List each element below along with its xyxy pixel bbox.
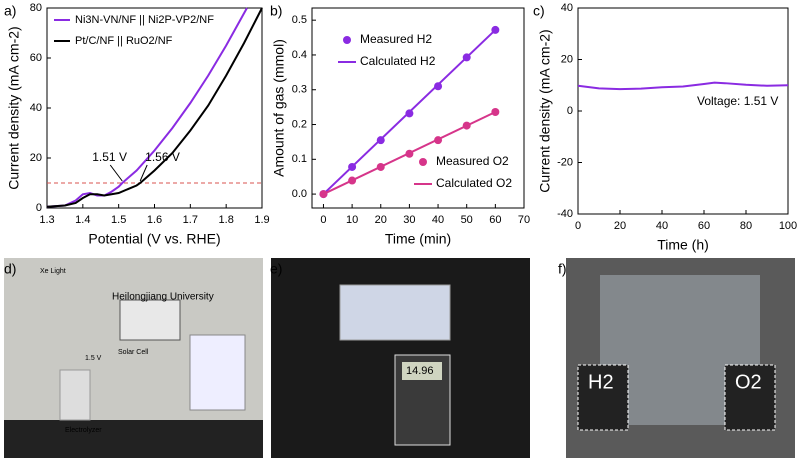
panel-label: f) <box>558 261 567 277</box>
y-tick-label: -20 <box>557 156 573 168</box>
y-tick-label: 20 <box>30 152 42 164</box>
y-tick-label: 0.2 <box>292 118 307 130</box>
panel-label: d) <box>4 261 16 277</box>
plot-frame <box>311 7 525 209</box>
x-axis-label: Potential (V vs. RHE) <box>88 231 220 247</box>
annotation: Voltage: 1.51 V <box>697 94 778 108</box>
y-tick-label: 0.4 <box>292 49 307 61</box>
legend-label: Measured H2 <box>360 32 432 46</box>
inset-h2 <box>577 364 629 431</box>
x-tick-label: 60 <box>489 214 501 226</box>
photo-label: Electrolyzer <box>65 427 102 434</box>
photo-label: Solar Cell <box>118 349 149 356</box>
photo-label: Xe Light <box>40 268 66 275</box>
annotation: 1.51 V <box>92 150 127 164</box>
y-tick-label: 20 <box>561 53 573 65</box>
electrolyzer <box>59 369 91 421</box>
y-tick-label: 60 <box>30 52 42 64</box>
y-tick-label: -40 <box>557 208 573 220</box>
y-tick-label: 0.3 <box>292 84 307 96</box>
y-axis-label: Current density (mA cm-2) <box>6 26 22 189</box>
series-line <box>46 7 248 208</box>
legend-label: Calculated H2 <box>360 54 436 68</box>
data-point <box>434 82 443 91</box>
panel-label: b) <box>270 3 282 19</box>
photo-label: Heilongjiang University <box>112 292 214 303</box>
x-axis-label: Time (min) <box>385 231 451 247</box>
power-supply <box>189 334 246 411</box>
y-axis-label: Amount of gas (mmol) <box>271 39 287 177</box>
display <box>402 362 442 380</box>
series-line <box>323 111 496 195</box>
bench <box>4 420 263 458</box>
x-tick-label: 50 <box>461 214 473 226</box>
x-tick-label: 1.5 <box>111 214 126 226</box>
y-tick-label: 80 <box>30 2 42 14</box>
y-tick-label: 40 <box>30 102 42 114</box>
y-axis-label: Current density (mA cm-2) <box>537 29 553 192</box>
x-tick-label: 1.9 <box>254 214 269 226</box>
x-tick-label: 70 <box>518 214 530 226</box>
y-tick-label: 0 <box>567 105 573 117</box>
x-axis-label: Time (h) <box>657 237 709 253</box>
lamp-box <box>119 299 181 341</box>
y-tick-label: 0.0 <box>292 188 307 200</box>
x-tick-label: 1.6 <box>147 214 162 226</box>
panel-label: c) <box>533 3 545 19</box>
x-tick-label: 30 <box>403 214 415 226</box>
y-tick-label: 0.1 <box>292 153 307 165</box>
x-tick-label: 40 <box>656 220 668 232</box>
x-tick-label: 100 <box>779 220 797 232</box>
series-line <box>577 81 789 91</box>
legend-swatch <box>343 36 351 44</box>
x-tick-label: 1.8 <box>219 214 234 226</box>
x-tick-label: 20 <box>614 220 626 232</box>
series-line <box>322 29 497 195</box>
x-tick-label: 0 <box>320 214 326 226</box>
x-tick-label: 1.7 <box>183 214 198 226</box>
x-tick-label: 20 <box>375 214 387 226</box>
x-tick-label: 1.4 <box>75 214 90 226</box>
x-tick-label: 40 <box>432 214 444 226</box>
photo-label: O2 <box>735 371 762 393</box>
inset-o2 <box>724 364 776 431</box>
x-tick-label: 10 <box>346 214 358 226</box>
x-tick-label: 60 <box>698 220 710 232</box>
solar-cell <box>339 284 451 341</box>
legend-label: Calculated O2 <box>436 176 512 190</box>
x-tick-label: 1.3 <box>39 214 54 226</box>
panel-label: e) <box>270 261 282 277</box>
legend-label: Measured O2 <box>436 154 509 168</box>
legend-swatch <box>419 158 427 166</box>
annotation-arrow <box>139 164 148 182</box>
plot-frame <box>577 7 789 215</box>
panel-label: a) <box>4 3 16 19</box>
y-tick-label: 0 <box>36 202 42 214</box>
x-tick-label: 0 <box>575 220 581 232</box>
legend-label: Ni3N-VN/NF || Ni2P-VP2/NF <box>75 14 214 26</box>
y-tick-label: 0.5 <box>292 14 307 26</box>
annotation-arrow <box>109 164 123 182</box>
x-tick-label: 80 <box>740 220 752 232</box>
photo-label: 1.5 V <box>85 355 102 362</box>
annotation: 1.56 V <box>145 150 180 164</box>
series-line <box>46 7 263 208</box>
legend-label: Pt/C/NF || RuO2/NF <box>75 35 173 47</box>
photo-label: 14.96 <box>406 365 434 377</box>
y-tick-label: 40 <box>561 2 573 14</box>
photo-label: H2 <box>588 371 614 393</box>
